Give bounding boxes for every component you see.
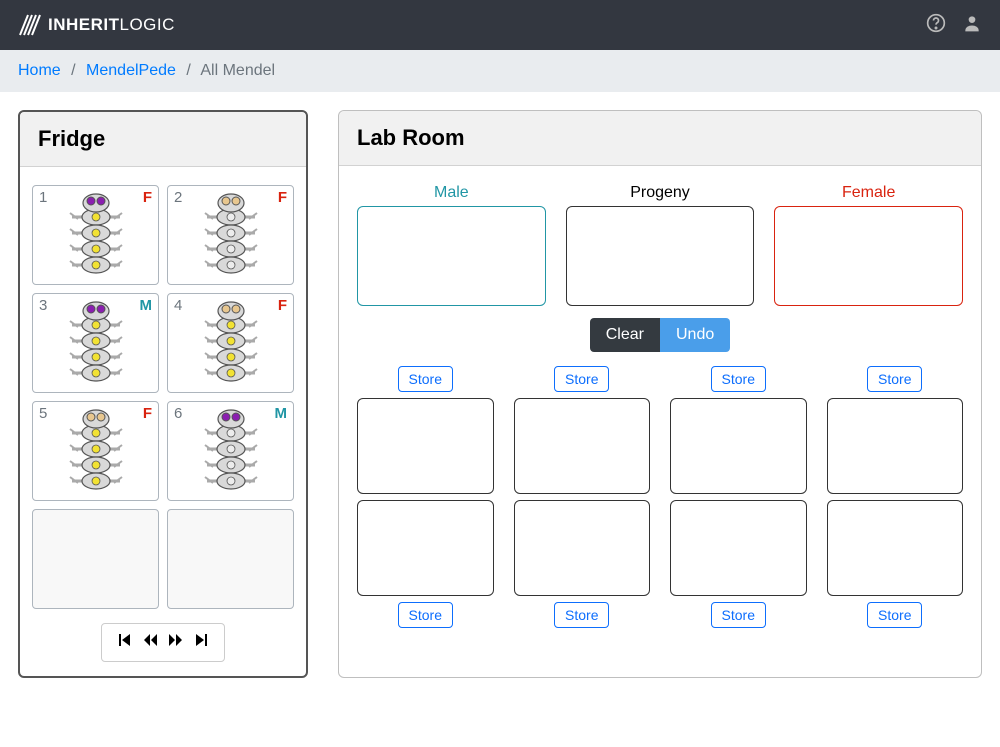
pede-icon <box>66 405 126 500</box>
pager-prev-icon[interactable] <box>142 632 158 653</box>
breadcrumb-home[interactable]: Home <box>18 62 61 79</box>
fridge-slot[interactable]: 2 F <box>167 185 294 285</box>
slot-sex: F <box>278 190 287 205</box>
store-button[interactable]: Store <box>711 366 766 392</box>
fridge-grid: 1 F 2 F 3 M 4 F 5 F <box>32 185 294 609</box>
progeny-slot[interactable] <box>357 398 494 494</box>
slot-number: 6 <box>174 406 182 421</box>
store-button[interactable]: Store <box>398 602 453 628</box>
pede-icon <box>201 405 261 500</box>
fridge-slot-empty[interactable] <box>167 509 294 609</box>
action-buttons: Clear Undo <box>590 318 730 352</box>
slot-number: 4 <box>174 298 182 313</box>
slot-sex: F <box>278 298 287 313</box>
pager-last-icon[interactable] <box>194 632 210 653</box>
progeny-slot[interactable] <box>827 500 964 596</box>
progeny-slot[interactable] <box>514 500 651 596</box>
breadcrumb-current: All Mendel <box>200 62 275 79</box>
slot-number: 1 <box>39 190 47 205</box>
progeny-column: Store Store <box>514 366 651 628</box>
progeny-column: Store Store <box>827 366 964 628</box>
pager-next-icon[interactable] <box>168 632 184 653</box>
clear-button[interactable]: Clear <box>590 318 660 352</box>
fridge-panel: Fridge 1 F 2 F 3 M 4 F <box>18 110 308 678</box>
slot-sex: M <box>140 298 153 313</box>
fridge-title: Fridge <box>20 112 306 167</box>
slot-sex: F <box>143 190 152 205</box>
progeny-slot[interactable] <box>357 500 494 596</box>
slot-sex: F <box>143 406 152 421</box>
fridge-slot[interactable]: 1 F <box>32 185 159 285</box>
male-dropzone[interactable] <box>357 206 546 306</box>
breadcrumb-mendelpede[interactable]: MendelPede <box>86 62 176 79</box>
brand[interactable]: INHERITLOGIC <box>18 13 175 37</box>
lab-title: Lab Room <box>339 111 981 166</box>
user-icon[interactable] <box>962 13 982 38</box>
store-button[interactable]: Store <box>554 366 609 392</box>
help-icon[interactable] <box>926 13 946 38</box>
store-button[interactable]: Store <box>711 602 766 628</box>
progeny-column: Store Store <box>357 366 494 628</box>
pede-icon <box>66 189 126 284</box>
fridge-slot[interactable]: 3 M <box>32 293 159 393</box>
pede-icon <box>201 189 261 284</box>
brand-icon <box>18 13 42 37</box>
slot-number: 2 <box>174 190 182 205</box>
breadcrumb: Home / MendelPede / All Mendel <box>0 50 1000 92</box>
store-button[interactable]: Store <box>867 366 922 392</box>
slot-number: 5 <box>39 406 47 421</box>
pager-first-icon[interactable] <box>116 632 132 653</box>
progeny-grid: Store Store Store Store Store Store Stor… <box>357 366 963 628</box>
progeny-slot[interactable] <box>514 398 651 494</box>
slot-sex: M <box>275 406 288 421</box>
undo-button[interactable]: Undo <box>660 318 730 352</box>
progeny-column: Store Store <box>670 366 807 628</box>
progeny-slot[interactable] <box>670 398 807 494</box>
store-button[interactable]: Store <box>554 602 609 628</box>
brand-text: INHERITLOGIC <box>48 15 175 35</box>
fridge-pager <box>101 623 225 662</box>
progeny-display <box>566 206 755 306</box>
store-button[interactable]: Store <box>867 602 922 628</box>
female-dropzone[interactable] <box>774 206 963 306</box>
navbar: INHERITLOGIC <box>0 0 1000 50</box>
female-label: Female <box>774 184 963 202</box>
progeny-slot[interactable] <box>670 500 807 596</box>
male-label: Male <box>357 184 546 202</box>
slot-number: 3 <box>39 298 47 313</box>
lab-panel: Lab Room Male Progeny Female Clear <box>338 110 982 678</box>
fridge-slot[interactable]: 4 F <box>167 293 294 393</box>
pede-icon <box>201 297 261 392</box>
fridge-slot-empty[interactable] <box>32 509 159 609</box>
progeny-label: Progeny <box>566 184 755 202</box>
fridge-slot[interactable]: 6 M <box>167 401 294 501</box>
pede-icon <box>66 297 126 392</box>
fridge-slot[interactable]: 5 F <box>32 401 159 501</box>
store-button[interactable]: Store <box>398 366 453 392</box>
progeny-slot[interactable] <box>827 398 964 494</box>
